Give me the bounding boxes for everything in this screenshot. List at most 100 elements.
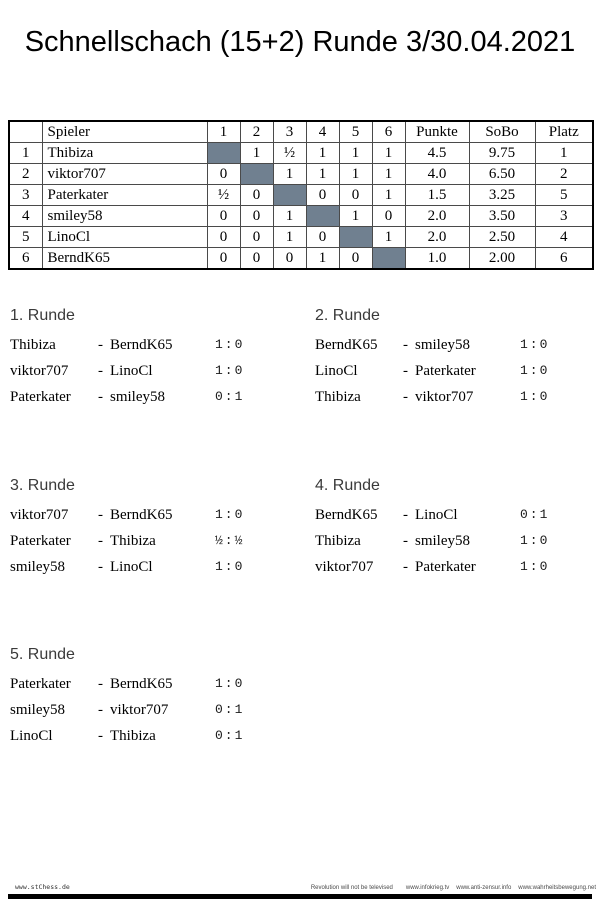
result-cell: ½	[206, 184, 241, 206]
pairing-separator: -	[98, 337, 103, 353]
pairing-white: viktor707	[10, 507, 69, 523]
rank-cell: 5	[534, 184, 594, 206]
pairing-result: ½:½	[215, 533, 245, 548]
crosstable-row: 6 BerndK65 0 0 0 1 0 1.0 2.00 6	[8, 247, 594, 270]
pairing-black: Thibiza	[110, 728, 156, 744]
result-cell: 1	[305, 163, 340, 185]
pairing-black: LinoCl	[110, 559, 153, 575]
header-empty	[8, 120, 43, 143]
player-name-cell: BerndK65	[41, 247, 208, 270]
round-title: 4. Runde	[315, 477, 380, 494]
sobo-cell: 2.00	[468, 247, 536, 270]
pairing-result: 1:0	[520, 389, 550, 404]
round-5-section: 5. Runde Paterkater - BerndK65 1:0 smile…	[10, 645, 300, 749]
pairing-row: LinoCl - Thibiza 0:1	[10, 723, 300, 749]
result-cell: 0	[239, 247, 274, 270]
result-cell: 1	[305, 142, 340, 164]
row-number-cell: 4	[8, 205, 43, 227]
pairing-separator: -	[403, 389, 408, 405]
diagonal-cell	[371, 247, 406, 270]
sobo-cell: 3.25	[468, 184, 536, 206]
pairing-row: Thibiza - smiley58 1:0	[315, 528, 600, 554]
header-opp-2: 2	[239, 120, 274, 143]
result-cell: 0	[338, 184, 373, 206]
pairing-separator: -	[98, 533, 103, 549]
rank-cell: 3	[534, 205, 594, 227]
pairing-white: smiley58	[10, 702, 65, 718]
result-cell: 1	[305, 247, 340, 270]
pairing-row: smiley58 - viktor707 0:1	[10, 697, 300, 723]
page-title: Schnellschach (15+2) Runde 3/30.04.2021	[24, 26, 576, 58]
credit-url-antizensur: www.anti-zensur.info	[456, 885, 512, 891]
pairing-white: BerndK65	[315, 337, 378, 353]
crosstable: Spieler 1 2 3 4 5 6 Punkte SoBo Platz 1 …	[8, 120, 594, 270]
pairing-separator: -	[403, 559, 408, 575]
pairing-separator: -	[98, 363, 103, 379]
pairing-black: LinoCl	[110, 363, 153, 379]
pairing-separator: -	[403, 533, 408, 549]
pairing-black: BerndK65	[110, 337, 173, 353]
pairing-black: smiley58	[415, 337, 470, 353]
round-1-section: 1. Runde Thibiza - BerndK65 1:0 viktor70…	[10, 306, 300, 410]
pairing-white: Paterkater	[10, 389, 71, 405]
player-name-cell: smiley58	[41, 205, 208, 227]
points-cell: 4.5	[404, 142, 470, 164]
round-title: 1. Runde	[10, 307, 75, 324]
pairing-row: Paterkater - smiley58 0:1	[10, 384, 300, 410]
header-opp-1: 1	[206, 120, 241, 143]
bottom-rule	[8, 894, 592, 899]
pairing-white: BerndK65	[315, 507, 378, 523]
pairing-row: Paterkater - BerndK65 1:0	[10, 671, 300, 697]
crosstable-row: 4 smiley58 0 0 1 1 0 2.0 3.50 3	[8, 205, 594, 227]
pairing-result: 1:0	[520, 337, 550, 352]
pairing-black: BerndK65	[110, 676, 173, 692]
pairing-result: 1:0	[215, 337, 245, 352]
round-title: 2. Runde	[315, 307, 380, 324]
pairing-row: viktor707 - BerndK65 1:0	[10, 502, 300, 528]
row-number-cell: 3	[8, 184, 43, 206]
pairing-black: smiley58	[110, 389, 165, 405]
result-cell: 0	[239, 205, 274, 227]
row-number-cell: 6	[8, 247, 43, 270]
player-name-cell: Paterkater	[41, 184, 208, 206]
result-cell: 0	[272, 247, 307, 270]
round-4-section: 4. Runde BerndK65 - LinoCl 0:1 Thibiza -…	[315, 476, 600, 580]
result-cell: 0	[338, 247, 373, 270]
header-punkte: Punkte	[404, 120, 470, 143]
result-cell: 1	[272, 205, 307, 227]
pairing-separator: -	[98, 559, 103, 575]
pairing-white: Thibiza	[315, 389, 361, 405]
crosstable-row: 1 Thibiza 1 ½ 1 1 1 4.5 9.75 1	[8, 142, 594, 164]
pairing-result: 1:0	[520, 559, 550, 574]
diagonal-cell	[272, 184, 307, 206]
result-cell: 0	[206, 226, 241, 248]
row-number-cell: 5	[8, 226, 43, 248]
pairing-row: viktor707 - LinoCl 1:0	[10, 358, 300, 384]
pairing-result: 0:1	[520, 507, 550, 522]
result-cell: 0	[206, 163, 241, 185]
result-cell: 0	[206, 247, 241, 270]
rank-cell: 2	[534, 163, 594, 185]
pairing-separator: -	[98, 676, 103, 692]
crosstable-row: 3 Paterkater ½ 0 0 0 1 1.5 3.25 5	[8, 184, 594, 206]
diagonal-cell	[305, 205, 340, 227]
pairing-black: BerndK65	[110, 507, 173, 523]
sobo-cell: 9.75	[468, 142, 536, 164]
result-cell: 1	[338, 205, 373, 227]
pairing-black: smiley58	[415, 533, 470, 549]
result-cell: 1	[371, 184, 406, 206]
pairing-black: viktor707	[110, 702, 169, 718]
pairing-black: viktor707	[415, 389, 474, 405]
pairing-separator: -	[98, 702, 103, 718]
pairing-result: 1:0	[215, 676, 245, 691]
result-cell: 0	[305, 184, 340, 206]
pairing-separator: -	[98, 728, 103, 744]
result-cell: 0	[305, 226, 340, 248]
header-opp-5: 5	[338, 120, 373, 143]
crosstable-row: 5 LinoCl 0 0 1 0 1 2.0 2.50 4	[8, 226, 594, 248]
pairing-result: 1:0	[215, 559, 245, 574]
pairing-white: LinoCl	[315, 363, 358, 379]
pairing-row: viktor707 - Paterkater 1:0	[315, 554, 600, 580]
result-cell: 1	[371, 163, 406, 185]
crosstable-row: 2 viktor707 0 1 1 1 1 4.0 6.50 2	[8, 163, 594, 185]
